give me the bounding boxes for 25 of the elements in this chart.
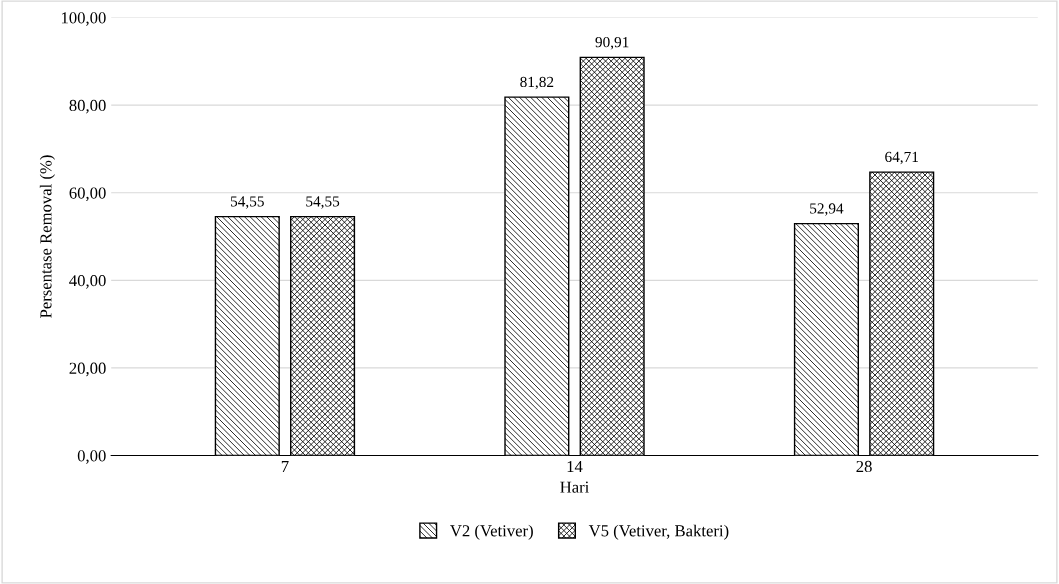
y-tick-label: 40,00 (69, 275, 106, 289)
bar (793, 222, 859, 456)
bar (579, 56, 645, 456)
bar (290, 215, 356, 456)
x-tick-label: 14 (567, 460, 583, 472)
legend-label: V5 (Vetiver, Bakteri) (588, 524, 729, 540)
legend-label: V2 (Vetiver) (450, 524, 533, 540)
bar (869, 171, 935, 456)
y-tick-label: 80,00 (69, 99, 106, 114)
data-label: 52,94 (810, 203, 844, 216)
data-label: 54,55 (230, 196, 264, 209)
data-label: 90,91 (595, 36, 629, 50)
bar (504, 96, 570, 456)
x-axis-title: Hari (560, 481, 589, 493)
data-label: 64,71 (885, 151, 918, 165)
data-label: 54,55 (306, 196, 340, 209)
y-tick-label: 20,00 (69, 362, 106, 377)
x-tick-label: 28 (856, 460, 872, 473)
y-tick-label: 0,00 (77, 450, 106, 464)
x-tick-label: 7 (281, 461, 289, 472)
y-tick-label: 100,00 (61, 12, 106, 26)
y-tick-label: 60,00 (69, 187, 106, 202)
bar (214, 215, 280, 456)
y-axis-title: Persentase Removal (%) (39, 155, 55, 318)
data-label: 81,82 (520, 76, 554, 90)
